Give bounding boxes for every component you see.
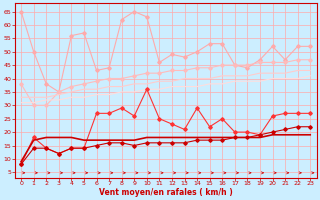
X-axis label: Vent moyen/en rafales ( km/h ): Vent moyen/en rafales ( km/h ) — [99, 188, 233, 197]
